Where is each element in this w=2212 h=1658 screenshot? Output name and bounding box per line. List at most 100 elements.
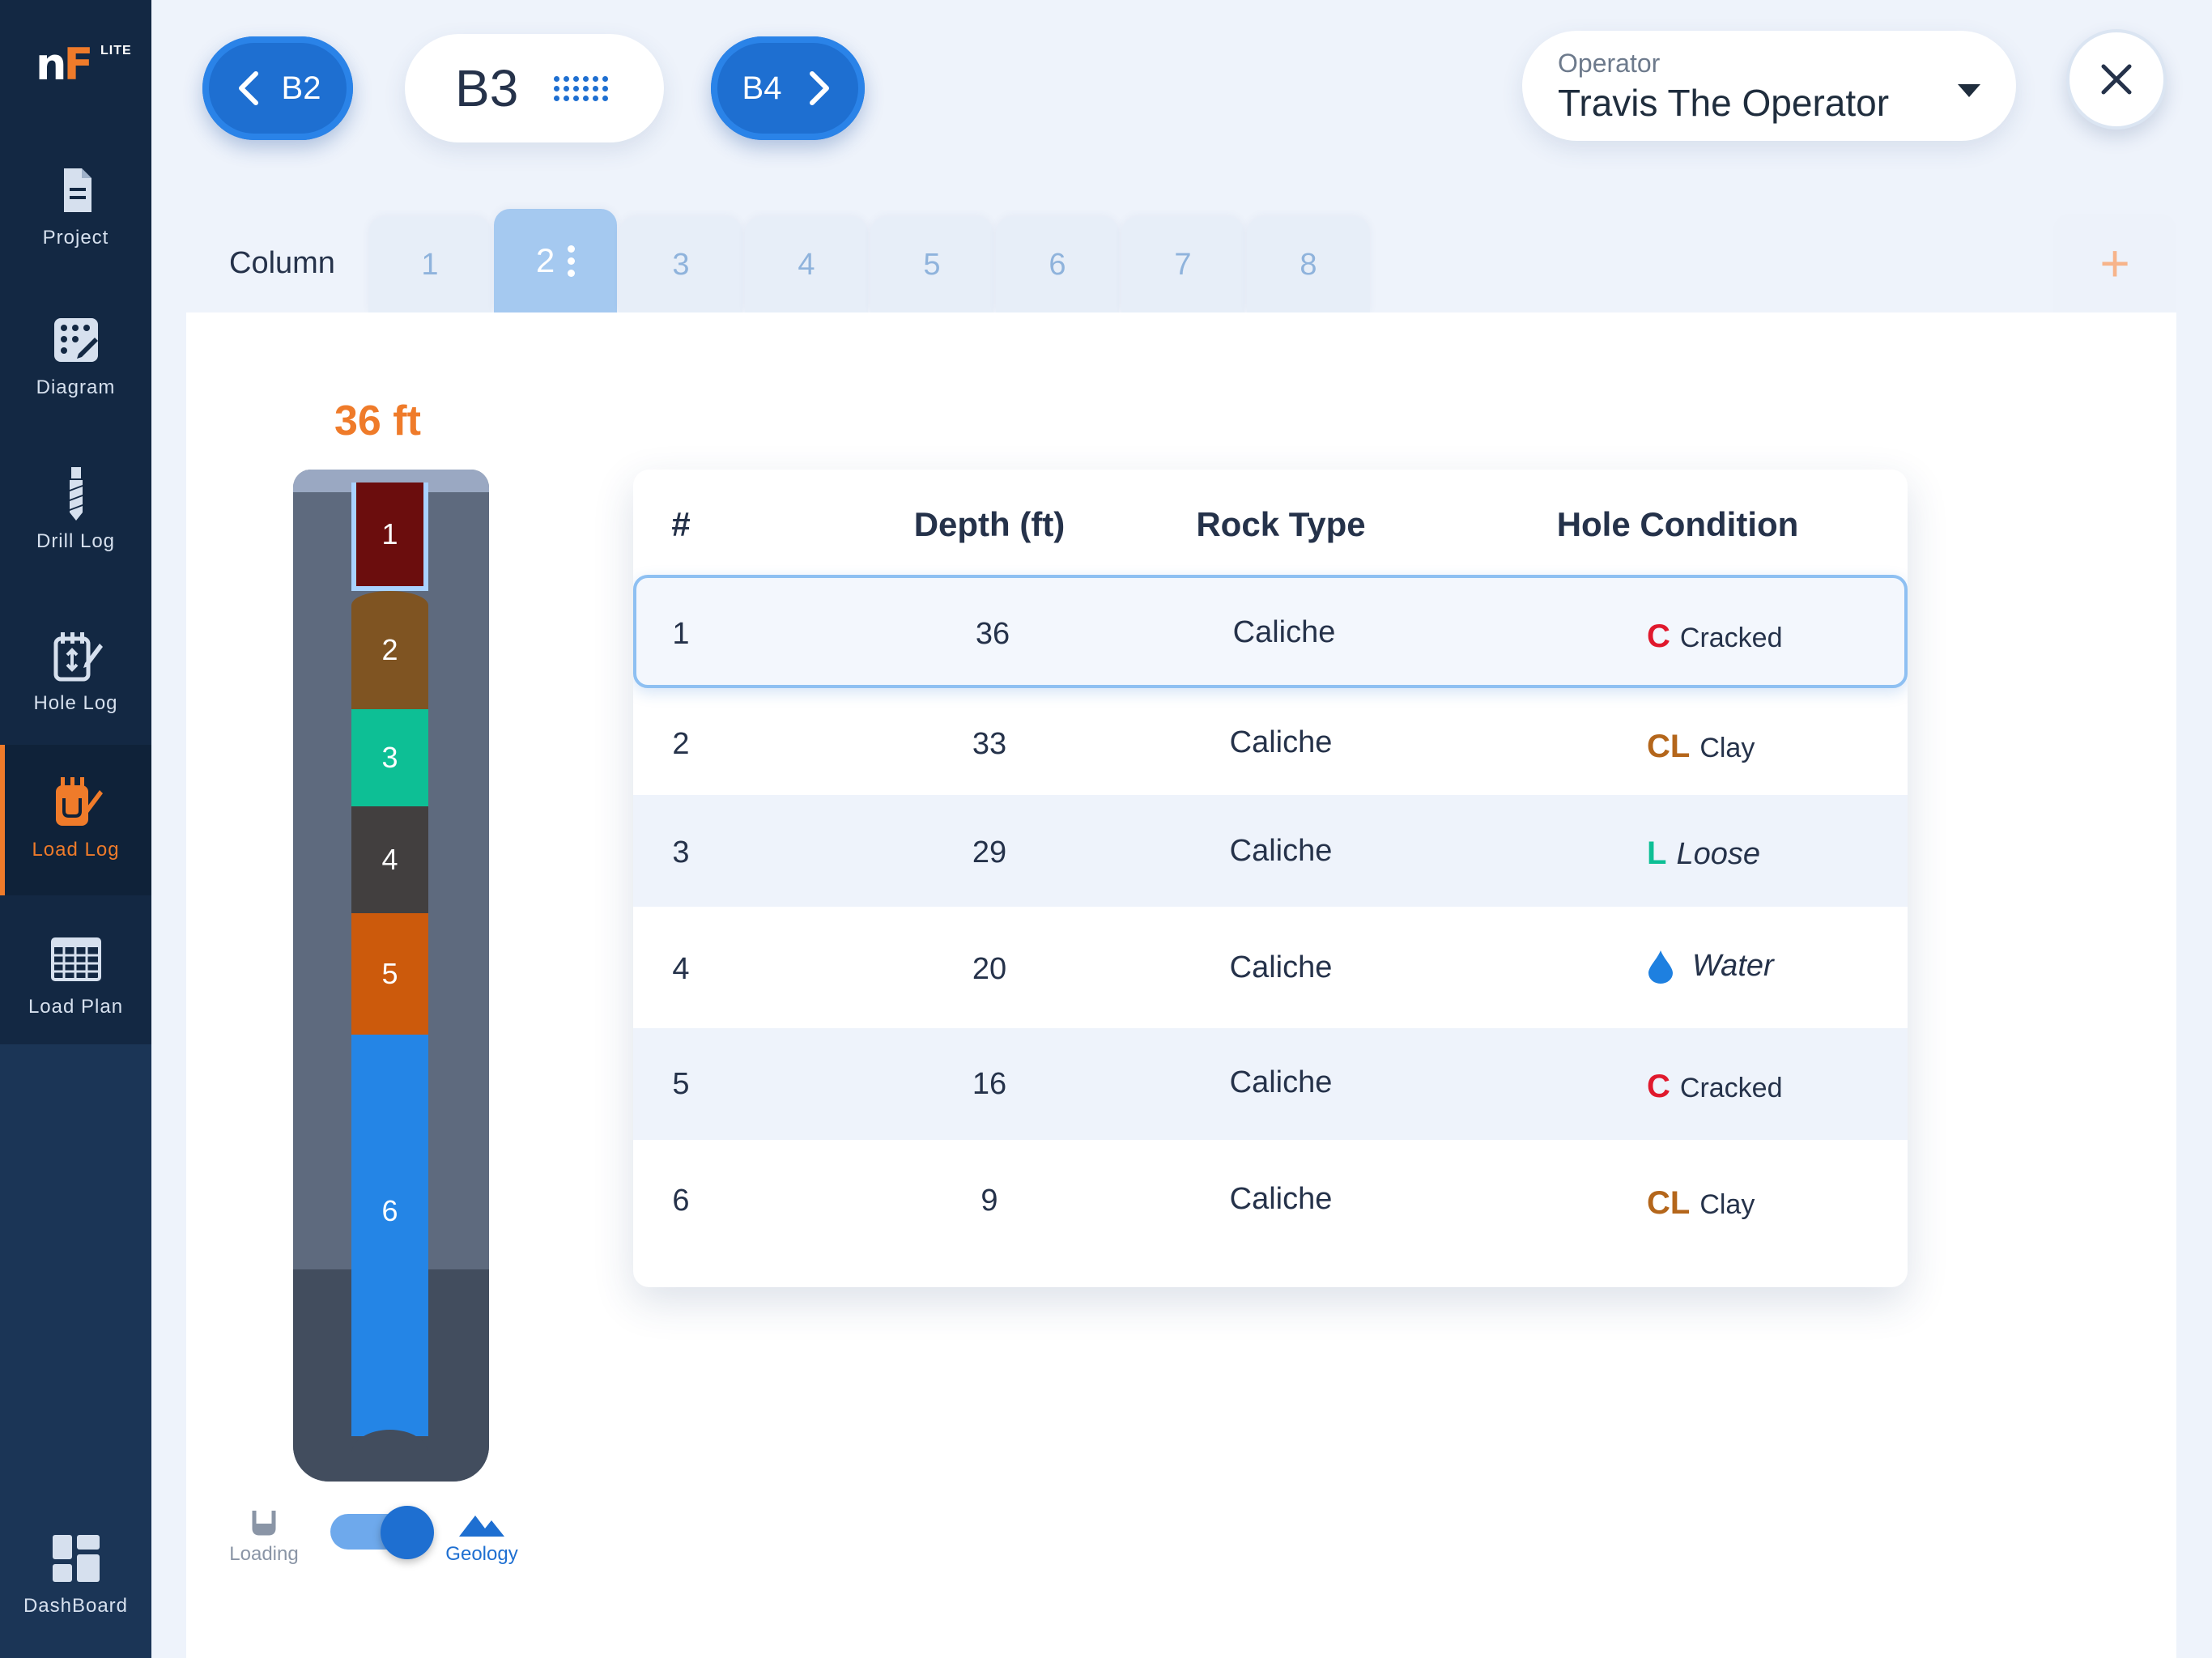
operator-value: Travis The Operator (1558, 82, 1890, 124)
sidebar-item-load-log[interactable]: Load Log (0, 745, 151, 895)
close-icon (2101, 64, 2132, 95)
tab-column-8[interactable]: 8 (1247, 217, 1370, 312)
chevron-left-icon (238, 71, 258, 105)
bucket-icon (252, 1511, 276, 1536)
header-rock-type: Rock Type (1196, 505, 1366, 543)
column-segment-6[interactable]: 6 (351, 1035, 428, 1436)
tab-label: 8 (1300, 247, 1317, 282)
table-row[interactable]: 5 16 Caliche C Cracked (633, 1028, 1908, 1140)
diagram-grid-icon (53, 318, 98, 362)
tab-label: 4 (798, 247, 815, 282)
sidebar: nF LITE Project Diagram Drill Log (0, 0, 151, 1658)
sidebar-item-label: Project (42, 227, 109, 249)
row-number: 2 (672, 727, 690, 761)
row-depth: 29 (972, 835, 1007, 869)
table-grid-icon (50, 937, 101, 981)
table-row[interactable]: 6 9 Caliche CL Clay (633, 1140, 1908, 1287)
row-depth: 36 (975, 617, 1010, 651)
operator-label: Operator (1558, 49, 1661, 78)
geology-toggle-option[interactable]: Geology (437, 1511, 526, 1566)
row-hole-condition: L Loose (1647, 835, 1760, 872)
sidebar-item-load-plan[interactable]: Load Plan (0, 931, 151, 1018)
row-depth: 20 (972, 952, 1007, 986)
logo-lite-badge: LITE (100, 44, 132, 57)
sidebar-item-label: Drill Log (36, 530, 116, 552)
next-hole-label: B4 (742, 70, 782, 106)
chevron-down-icon (1958, 84, 1980, 97)
table-row[interactable]: 3 29 Caliche L Loose (633, 795, 1908, 907)
app-logo: nF (36, 39, 93, 90)
segment-label: 5 (381, 957, 398, 990)
tab-column-4[interactable]: 4 (745, 217, 868, 312)
condition-text: Water (1692, 949, 1774, 983)
current-hole-label: B3 (455, 59, 519, 117)
sidebar-item-drill-log[interactable]: Drill Log (0, 466, 151, 553)
mountain-icon (459, 1516, 504, 1537)
operator-dropdown[interactable]: Operator Travis The Operator (1522, 31, 2016, 141)
row-rock-type: Caliche (1229, 725, 1333, 759)
hole-pattern-icon (554, 75, 609, 101)
sidebar-item-dashboard[interactable]: DashBoard (0, 1530, 151, 1618)
column-segment-2[interactable]: 2 (351, 591, 428, 709)
row-number: 3 (672, 835, 690, 869)
toggle-left-label: Loading (229, 1543, 299, 1565)
tab-column-2[interactable]: 2 (494, 209, 617, 312)
sidebar-item-label: Hole Log (33, 692, 118, 714)
row-number: 1 (672, 617, 690, 651)
sidebar-item-project[interactable]: Project (0, 162, 151, 249)
column-decks-table: # Depth (ft) Rock Type Hole Condition 1 … (633, 470, 1908, 1287)
row-hole-condition: Water (1647, 949, 1774, 984)
column-segment-1[interactable]: 1 (351, 483, 428, 591)
tab-column-1[interactable]: 1 (368, 217, 491, 312)
condition-code: CL (1647, 1185, 1691, 1221)
toggle-knob[interactable] (381, 1506, 434, 1559)
kebab-menu-icon[interactable] (568, 244, 576, 277)
tab-label: 7 (1174, 247, 1192, 282)
table-row[interactable]: 4 20 Caliche Water (633, 907, 1908, 1028)
row-hole-condition: C Cracked (1647, 1069, 1783, 1105)
row-rock-type: Caliche (1229, 834, 1333, 868)
header-hole-condition: Hole Condition (1556, 505, 1799, 543)
tab-column-7[interactable]: 7 (1121, 217, 1244, 312)
add-column-button[interactable]: + (2053, 214, 2176, 312)
column-segment-3[interactable]: 3 (351, 709, 428, 806)
tab-label: 5 (923, 247, 941, 282)
row-rock-type: Caliche (1232, 615, 1336, 649)
next-hole-button[interactable]: B4 (711, 36, 865, 140)
sidebar-item-label: Load Plan (28, 996, 124, 1018)
table-row[interactable]: 2 33 Caliche CL Clay (633, 688, 1908, 795)
load-log-icon (55, 777, 103, 826)
sidebar-item-label: Load Log (32, 839, 120, 861)
header-depth: Depth (ft) (913, 505, 1066, 543)
sidebar-item-hole-log[interactable]: Hole Log (0, 627, 151, 715)
segment-label: 1 (381, 517, 398, 551)
segment-label: 4 (381, 843, 398, 876)
condition-text: Cracked (1679, 1073, 1783, 1103)
table-row[interactable]: 1 36 Caliche C Cracked (633, 575, 1908, 688)
row-rock-type: Caliche (1229, 1182, 1333, 1216)
segment-label: 6 (381, 1194, 398, 1227)
header-number: # (671, 505, 691, 543)
condition-text: Loose (1676, 837, 1760, 871)
condition-text: Cracked (1679, 623, 1783, 653)
row-depth: 16 (972, 1067, 1007, 1101)
prev-hole-button[interactable]: B2 (202, 36, 353, 140)
column-segment-5[interactable]: 5 (351, 913, 428, 1035)
tab-label: 2 (535, 241, 555, 279)
current-hole-display[interactable]: B3 (405, 34, 664, 142)
condition-text: Clay (1699, 1189, 1755, 1220)
toggle-right-label: Geology (445, 1543, 518, 1565)
close-button[interactable] (2066, 29, 2167, 130)
row-number: 6 (672, 1184, 690, 1218)
loading-toggle-option[interactable]: Loading (225, 1507, 303, 1566)
column-segment-4[interactable]: 4 (351, 806, 428, 913)
sidebar-item-diagram[interactable]: Diagram (0, 312, 151, 399)
drill-bit-icon (69, 467, 83, 521)
tab-label: 1 (421, 247, 439, 282)
chevron-right-icon (810, 71, 830, 105)
sidebar-item-label: Diagram (36, 376, 116, 398)
tab-column-6[interactable]: 6 (996, 217, 1119, 312)
tab-column-5[interactable]: 5 (870, 217, 993, 312)
tab-column-3[interactable]: 3 (619, 217, 742, 312)
condition-text: Clay (1699, 733, 1755, 763)
